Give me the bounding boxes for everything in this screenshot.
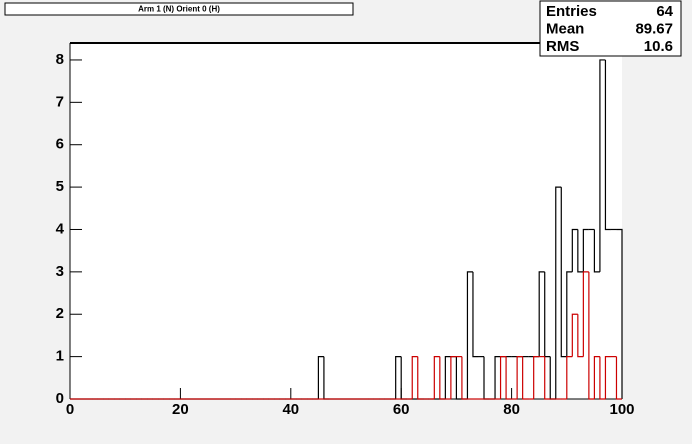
histogram-bin [450, 356, 457, 399]
histogram-bin [417, 356, 424, 400]
y-tick-label: 4 [56, 220, 65, 237]
histogram-bin [616, 228, 623, 399]
histogram-bin [615, 356, 622, 400]
histogram-bin [571, 313, 578, 357]
x-tick-label: 0 [66, 401, 74, 418]
histogram-bin [582, 271, 589, 357]
histogram-bin [522, 356, 529, 400]
histogram-bin [472, 271, 479, 358]
stats-label: Entries [546, 3, 597, 20]
y-tick-label: 8 [56, 51, 64, 68]
histogram-bin [505, 356, 512, 400]
histogram-bin [439, 356, 446, 400]
x-tick-label: 20 [172, 401, 189, 418]
histogram-bin [599, 59, 606, 272]
histogram-bin [577, 314, 584, 358]
histogram-bin [494, 356, 501, 399]
histogram-bin [593, 229, 600, 273]
histogram-bin [544, 356, 551, 400]
histogram-bin [538, 271, 545, 357]
histogram-bin [516, 356, 523, 399]
stats-label: Mean [546, 20, 584, 37]
histogram-bin [560, 187, 567, 358]
histogram-bin [466, 271, 473, 399]
y-tick-label: 5 [56, 178, 64, 195]
histogram-bin [571, 228, 578, 272]
frame [70, 43, 622, 399]
chart-title: Arm 1 (N) Orient 0 (H) [138, 5, 220, 14]
x-tick-label: 100 [609, 401, 634, 418]
histogram-bin [395, 356, 402, 399]
histogram-bin [455, 356, 462, 400]
histogram-bin [555, 186, 562, 399]
stats-value: 89.67 [635, 20, 673, 37]
histogram-bin [604, 59, 611, 231]
y-tick-label: 6 [56, 136, 64, 153]
histogram-bin [588, 271, 595, 400]
title-box [4, 2, 354, 16]
histogram-bin [411, 356, 418, 399]
histogram-bin [566, 356, 573, 399]
x-tick-label: 40 [282, 401, 299, 418]
histogram-bin [461, 356, 468, 400]
histogram-bin [433, 356, 440, 399]
histogram-bin [317, 356, 324, 399]
x-tick-label: 60 [393, 401, 410, 418]
x-tick-label: 80 [503, 401, 520, 418]
y-tick-label: 3 [56, 263, 64, 280]
stats-value: 64 [656, 3, 673, 20]
histogram-bin [582, 228, 589, 272]
histogram-bin [599, 356, 606, 400]
histogram-bin [444, 356, 451, 399]
y-tick-label: 7 [56, 93, 64, 110]
histogram-bin [533, 356, 540, 399]
histogram-bin [499, 356, 507, 399]
histogram-bin [566, 271, 573, 357]
y-tick-label: 1 [56, 348, 64, 365]
stats-label: RMS [546, 38, 579, 55]
y-tick-label: 0 [56, 390, 64, 407]
histogram-bin [604, 356, 611, 399]
y-tick-label: 2 [56, 305, 64, 322]
histogram-bin [593, 356, 600, 399]
histogram-bin [577, 229, 584, 273]
stats-box [539, 0, 682, 57]
stats-value: 10.6 [644, 38, 673, 55]
